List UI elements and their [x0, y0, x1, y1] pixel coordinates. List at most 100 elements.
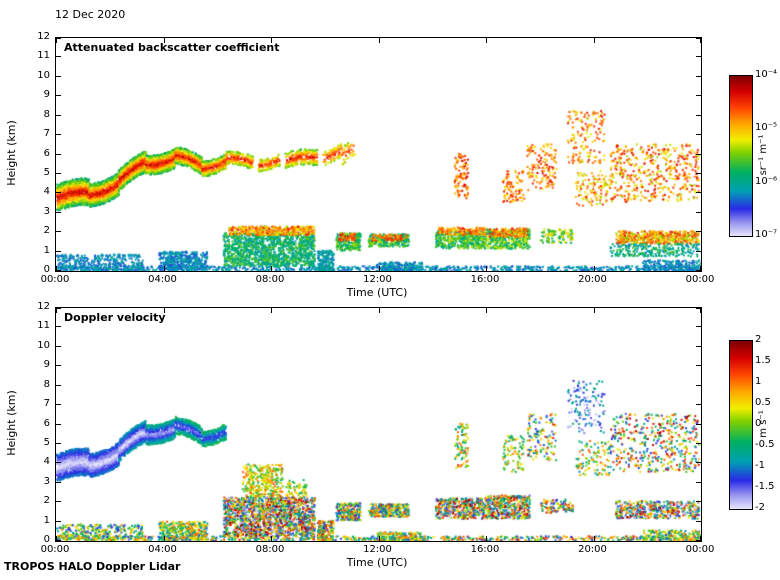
- x-tick-label: 08:00: [255, 544, 285, 555]
- colorbar-tick-label: 2: [755, 334, 762, 345]
- y-tick-label: 0: [43, 534, 50, 545]
- x-tick-mark-top: [378, 38, 380, 43]
- y-tick-label: 1: [43, 514, 50, 526]
- y-axis-label-velocity: Height (km): [5, 390, 18, 456]
- x-tick-mark-top: [593, 308, 595, 313]
- x-tick-label: 08:00: [255, 274, 285, 285]
- y-tick-mark: [56, 231, 61, 233]
- y-tick-mark-right: [696, 384, 701, 386]
- y-tick-mark-right: [696, 270, 701, 271]
- y-tick-mark-right: [696, 326, 701, 328]
- velocity-panel-title: Doppler velocity: [64, 311, 166, 324]
- colorbar-tick-label: 10⁻⁵: [755, 122, 778, 134]
- x-tick-mark-top: [700, 308, 701, 313]
- x-tick-mark: [271, 266, 272, 271]
- y-tick-mark-right: [696, 481, 701, 483]
- y-tick-mark: [56, 172, 61, 174]
- x-tick-mark: [486, 536, 487, 541]
- y-tick-mark: [56, 270, 61, 271]
- y-tick-label: 5: [43, 166, 50, 178]
- y-tick-label: 3: [43, 205, 50, 217]
- y-tick-mark-right: [696, 134, 701, 136]
- y-tick-label: 7: [43, 398, 50, 410]
- y-tick-label: 4: [43, 456, 50, 468]
- y-tick-label: 1: [43, 244, 50, 256]
- y-tick-label: 8: [43, 108, 50, 120]
- x-tick-mark: [56, 536, 57, 541]
- x-tick-label: 16:00: [470, 544, 500, 555]
- y-tick-mark-right: [696, 308, 701, 309]
- y-tick-mark: [56, 95, 61, 97]
- y-tick-mark: [56, 442, 61, 444]
- y-tick-label: 2: [43, 225, 50, 237]
- y-tick-mark-right: [696, 540, 701, 541]
- x-tick-label: 16:00: [470, 274, 500, 285]
- y-tick-label: 6: [43, 417, 50, 429]
- y-tick-mark-right: [696, 250, 701, 252]
- x-tick-label: 00:00: [685, 544, 715, 555]
- x-axis-label-velocity: Time (UTC): [346, 556, 408, 569]
- y-tick-mark-right: [696, 423, 701, 425]
- x-axis-label-backscatter: Time (UTC): [346, 286, 408, 299]
- y-tick-label: 6: [43, 147, 50, 159]
- colorbar-tick-label: 0: [755, 418, 762, 429]
- colorbar-tick-label: -2: [755, 502, 765, 513]
- y-tick-label: 10: [37, 69, 50, 81]
- y-tick-mark-right: [696, 404, 701, 406]
- y-tick-mark: [56, 192, 61, 194]
- x-tick-label: 00:00: [685, 274, 715, 285]
- y-tick-mark-right: [696, 75, 701, 77]
- y-tick-label: 4: [43, 186, 50, 198]
- colorbar-tick-label: -1: [755, 460, 765, 471]
- y-tick-label: 9: [43, 359, 50, 371]
- y-tick-label: 12: [37, 301, 50, 312]
- y-tick-mark-right: [696, 442, 701, 444]
- y-tick-mark: [56, 365, 61, 367]
- x-tick-mark-top: [486, 38, 487, 43]
- y-tick-mark-right: [696, 114, 701, 116]
- x-tick-label: 04:00: [148, 274, 177, 285]
- y-tick-mark-right: [696, 95, 701, 97]
- y-tick-mark: [56, 134, 61, 136]
- x-tick-mark-top: [56, 308, 57, 313]
- backscatter-panel-title: Attenuated backscatter coefficient: [64, 41, 280, 54]
- y-tick-label: 0: [43, 264, 50, 275]
- y-tick-mark: [56, 326, 61, 328]
- y-tick-mark: [56, 540, 61, 541]
- x-tick-mark-top: [163, 38, 165, 43]
- date-label: 12 Dec 2020: [55, 8, 126, 21]
- y-tick-mark-right: [696, 345, 701, 347]
- x-tick-mark: [56, 266, 57, 271]
- y-tick-mark: [56, 384, 61, 386]
- colorbar-tick-label: 1.5: [755, 355, 771, 366]
- colorbar-tick-label: -1.5: [755, 481, 775, 492]
- backscatter-colorbar-unit-label: sr⁻¹ m⁻¹: [758, 134, 769, 176]
- velocity-heatmap-canvas: [56, 308, 701, 541]
- x-tick-mark: [163, 536, 165, 541]
- x-tick-label: 04:00: [148, 544, 177, 555]
- y-tick-mark: [56, 520, 61, 522]
- y-tick-mark: [56, 404, 61, 406]
- instrument-label: TROPOS HALO Doppler Lidar: [4, 560, 181, 573]
- y-tick-label: 9: [43, 89, 50, 101]
- y-tick-mark-right: [696, 192, 701, 194]
- x-tick-mark-top: [700, 38, 701, 43]
- y-tick-mark: [56, 75, 61, 77]
- y-tick-mark-right: [696, 231, 701, 233]
- y-tick-label: 10: [37, 339, 50, 351]
- y-tick-mark-right: [696, 172, 701, 174]
- y-tick-label: 5: [43, 436, 50, 448]
- x-tick-label: 20:00: [578, 544, 607, 555]
- x-tick-label: 12:00: [363, 274, 392, 285]
- y-tick-mark-right: [696, 501, 701, 503]
- backscatter-plot-area: Attenuated backscatter coefficient: [55, 37, 702, 272]
- colorbar-tick-label: 10⁻⁶: [755, 175, 778, 187]
- y-tick-mark-right: [696, 38, 701, 39]
- y-tick-mark-right: [696, 56, 701, 58]
- y-tick-mark: [56, 211, 61, 213]
- x-tick-mark-top: [271, 308, 272, 313]
- y-tick-mark: [56, 56, 61, 58]
- x-tick-mark-top: [271, 38, 272, 43]
- velocity-colorbar: [729, 340, 753, 510]
